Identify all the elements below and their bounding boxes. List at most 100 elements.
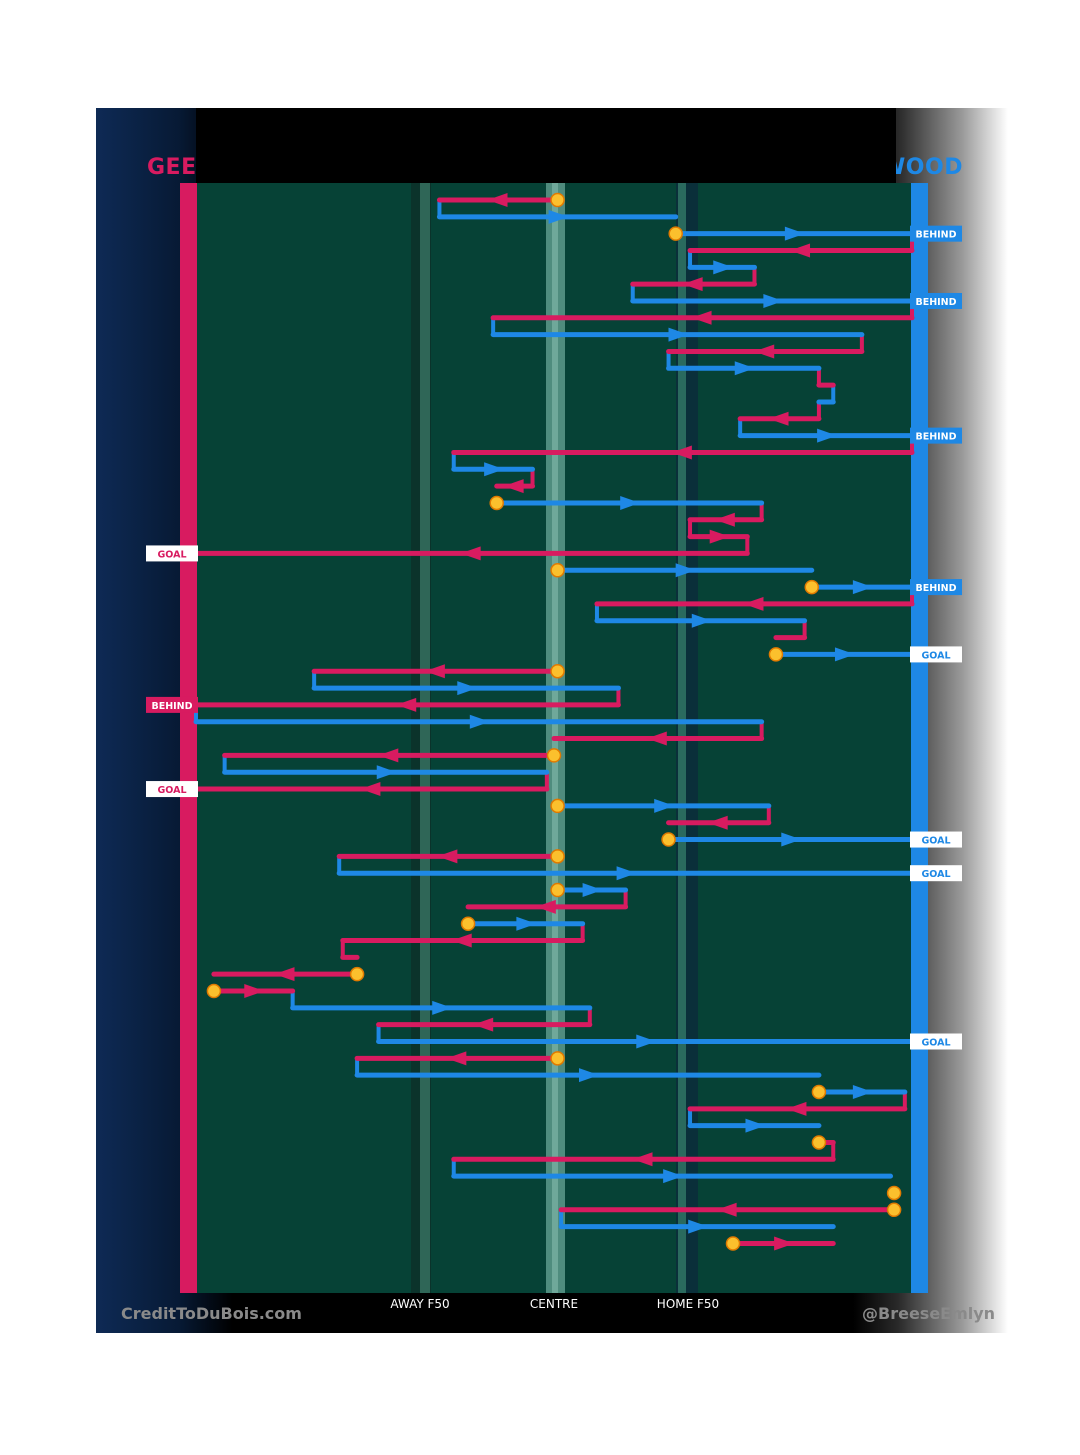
geelong-outcome-badge <box>146 781 198 798</box>
direction-arrow <box>714 512 735 527</box>
direction-arrow <box>516 916 537 931</box>
stoppage-marker <box>550 1051 565 1066</box>
stoppage-marker <box>725 1236 741 1251</box>
direction-arrow <box>274 967 295 982</box>
stoppage-marker <box>811 1135 827 1150</box>
stoppage-marker <box>886 1185 902 1201</box>
direction-arrow <box>786 1101 807 1116</box>
collingwood-outcome-label: GOAL <box>921 1038 950 1049</box>
direction-arrow <box>781 832 802 847</box>
direction-arrow <box>743 596 764 611</box>
collingwood-goal-bar <box>911 183 928 1293</box>
direction-arrow <box>716 1202 737 1217</box>
away-f50-label: AWAY F50 <box>390 1297 450 1311</box>
direction-arrow <box>713 260 734 275</box>
centre-label: CENTRE <box>529 1297 579 1311</box>
direction-arrow <box>745 1118 766 1133</box>
stoppage-marker <box>546 748 562 763</box>
direction-arrow <box>469 714 490 729</box>
direction-arrow <box>457 681 478 696</box>
direction-arrow <box>487 193 508 207</box>
direction-arrow <box>473 1017 494 1032</box>
direction-arrow <box>632 1152 653 1167</box>
collingwood-outcome-badge <box>910 427 962 444</box>
collingwood-outcome-badge <box>910 831 962 848</box>
direction-arrow <box>852 580 873 595</box>
direction-arrow <box>709 529 730 544</box>
collingwood-outcome-badge <box>910 225 962 242</box>
direction-arrow <box>671 445 692 460</box>
direction-arrow <box>763 293 784 308</box>
collingwood-outcome-label: BEHIND <box>915 297 956 308</box>
collingwood-outcome-label: BEHIND <box>915 583 956 594</box>
stoppage-marker <box>768 647 784 662</box>
direction-arrow <box>503 479 524 494</box>
collingwood-outcome-label: BEHIND <box>915 432 956 443</box>
direction-arrow <box>790 243 811 258</box>
stoppage-marker <box>460 916 476 931</box>
stoppage-marker <box>550 192 565 208</box>
away-f50-line <box>420 183 430 1293</box>
credit-right: @BreeseEmlyn <box>862 1304 996 1323</box>
stoppage-marker <box>886 1202 902 1218</box>
home-f50-label: HOME F50 <box>656 1297 720 1311</box>
direction-arrow <box>774 1236 795 1251</box>
direction-arrow <box>396 697 417 712</box>
direction-arrow <box>579 1068 600 1083</box>
geelong-outcome-badge <box>146 545 198 562</box>
collingwood-outcome-badge <box>910 646 962 663</box>
direction-arrow <box>688 1219 709 1234</box>
title-band <box>196 108 896 183</box>
geelong-goal-bar <box>180 183 197 1293</box>
direction-arrow <box>244 984 265 999</box>
direction-arrow <box>437 849 458 864</box>
direction-arrow <box>424 664 445 679</box>
stoppage-marker <box>804 579 820 595</box>
direction-arrow <box>734 361 755 376</box>
direction-arrow <box>675 563 696 578</box>
direction-arrow <box>691 613 712 628</box>
collingwood-outcome-badge <box>910 292 962 309</box>
geelong-outcome-label: GOAL <box>157 785 186 796</box>
geelong-outcome-badge <box>146 696 198 713</box>
direction-arrow <box>707 815 728 830</box>
direction-arrow <box>646 731 667 746</box>
stoppage-marker <box>550 563 565 578</box>
direction-arrow <box>432 1000 453 1015</box>
collingwood-outcome-badge <box>910 865 962 882</box>
direction-arrow <box>378 748 399 763</box>
stoppage-marker <box>550 663 565 679</box>
stoppage-marker <box>811 1084 827 1100</box>
stoppage-marker <box>550 798 565 814</box>
stoppage-marker <box>349 966 365 982</box>
collingwood-outcome-label: GOAL <box>921 650 950 661</box>
direction-arrow <box>535 899 556 914</box>
collingwood-outcome-label: GOAL <box>921 869 950 880</box>
direction-arrow <box>654 798 675 813</box>
direction-arrow <box>360 782 381 797</box>
geelong-outcome-label: GOAL <box>157 549 186 560</box>
direction-arrow <box>754 344 775 359</box>
direction-arrow <box>784 226 805 241</box>
direction-arrow <box>548 209 569 224</box>
direction-arrow <box>460 546 481 561</box>
direction-arrow <box>834 647 855 662</box>
direction-arrow <box>620 495 641 510</box>
credit-left: CreditToDuBois.com <box>121 1304 302 1323</box>
direction-arrow <box>446 1051 467 1066</box>
stoppage-marker <box>661 832 676 847</box>
geelong-outcome-label: BEHIND <box>151 701 192 712</box>
stoppage-marker <box>550 849 565 864</box>
stoppage-marker <box>489 495 504 511</box>
direction-arrow <box>682 277 703 292</box>
collingwood-outcome-badge <box>910 1033 962 1050</box>
direction-arrow <box>817 428 838 443</box>
direction-arrow <box>852 1084 873 1099</box>
direction-arrow <box>376 765 397 780</box>
direction-arrow <box>663 1169 684 1184</box>
collingwood-outcome-badge <box>910 579 962 596</box>
stoppage-marker <box>550 882 565 898</box>
direction-arrow <box>451 933 472 948</box>
direction-arrow <box>636 1034 657 1049</box>
